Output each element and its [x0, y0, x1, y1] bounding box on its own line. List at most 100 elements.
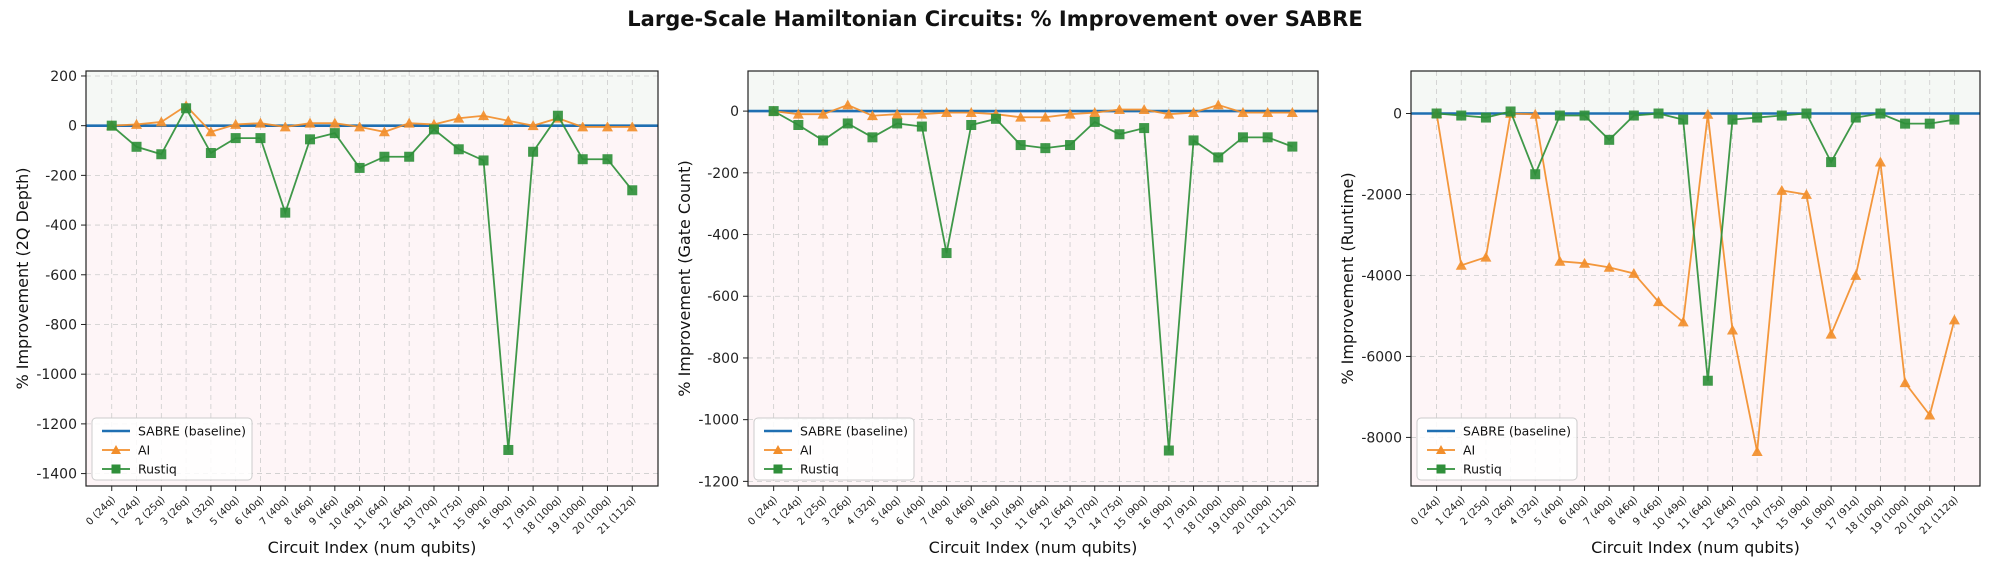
data-point-ai [842, 99, 854, 110]
legend-marker-rustiq [773, 464, 783, 474]
data-point-ai [626, 121, 638, 132]
data-point-ai [1015, 111, 1027, 122]
data-point-rustiq [1924, 118, 1935, 129]
data-point-ai [329, 117, 341, 128]
data-point-rustiq [503, 444, 514, 455]
data-point-rustiq [1801, 108, 1812, 119]
data-point-ai [1924, 409, 1936, 420]
data-point-rustiq [1456, 110, 1467, 121]
data-point-rustiq [552, 110, 563, 121]
data-point-rustiq [106, 120, 117, 131]
data-point-ai [1850, 269, 1862, 280]
data-point-ai [131, 118, 143, 129]
data-point-rustiq [1040, 143, 1051, 154]
series-line-rustiq [1436, 110, 1955, 381]
data-point-rustiq [1163, 445, 1174, 456]
data-point-rustiq [916, 121, 927, 132]
plot-frame [747, 70, 1319, 487]
data-point-ai [916, 108, 928, 119]
data-point-ai [1800, 188, 1812, 199]
data-point-rustiq [892, 118, 903, 129]
y-tick-label: 0 [730, 104, 739, 120]
data-point-ai [1286, 107, 1298, 118]
y-tick-label: -600 [45, 268, 77, 284]
y-tick-label: 0 [1393, 107, 1402, 123]
data-point-rustiq [966, 119, 977, 130]
y-tick-label: -1000 [698, 413, 739, 429]
data-point-ai [378, 126, 390, 137]
data-point-ai [279, 121, 291, 132]
data-point-ai [1064, 108, 1076, 119]
plot-frame [1410, 70, 1981, 487]
data-point-ai [1554, 255, 1566, 266]
data-point-rustiq [428, 124, 439, 135]
shade-above-baseline [748, 71, 1318, 112]
data-point-rustiq [1604, 134, 1615, 145]
series-line-ai [773, 103, 1293, 119]
data-point-ai [1529, 108, 1541, 119]
data-point-ai [1899, 377, 1911, 388]
data-point-rustiq [602, 154, 613, 165]
data-point-rustiq [1114, 129, 1125, 140]
y-tick-label: -4000 [1361, 268, 1402, 284]
series-line-ai [1435, 112, 1956, 452]
data-point-rustiq [1579, 110, 1590, 121]
data-point-rustiq [1431, 108, 1442, 119]
data-point-ai [527, 120, 539, 131]
data-point-rustiq [1752, 112, 1763, 123]
data-point-ai [1628, 267, 1640, 278]
data-point-ai [205, 126, 217, 137]
data-point-rustiq [1653, 108, 1664, 119]
legend-box [91, 417, 253, 481]
y-tick-label: -800 [707, 351, 739, 367]
data-point-rustiq [793, 119, 804, 130]
data-point-ai [1163, 108, 1175, 119]
data-point-rustiq [1949, 114, 1960, 125]
y-tick-label: -2000 [1361, 187, 1402, 203]
data-point-rustiq [627, 185, 638, 196]
data-point-ai [1480, 251, 1492, 262]
data-point-ai [230, 118, 242, 129]
data-point-rustiq [528, 146, 539, 157]
series-line-rustiq [111, 106, 633, 451]
legend-marker-rustiq [111, 464, 121, 474]
legend-label: SABRE (baseline) [1463, 424, 1571, 439]
data-point-ai [866, 110, 878, 121]
legend: SABRE (baseline) AI Rustiq [91, 417, 253, 481]
legend-marker-rustiq [1436, 464, 1446, 474]
y-tick-label: 200 [50, 69, 77, 85]
data-point-rustiq [1554, 110, 1565, 121]
data-point-rustiq [1089, 116, 1100, 127]
y-axis-label: % Improvement (2Q Depth) [13, 167, 32, 389]
data-point-ai [1579, 257, 1591, 268]
data-point-rustiq [1188, 135, 1199, 146]
data-point-rustiq [1900, 118, 1911, 129]
data-point-rustiq [1530, 169, 1541, 180]
y-tick-label: -1200 [36, 417, 77, 433]
data-point-ai [1677, 316, 1689, 327]
data-point-rustiq [1480, 112, 1491, 123]
data-point-rustiq [181, 103, 192, 114]
legend-label: AI [1463, 443, 1475, 458]
data-point-rustiq [1139, 123, 1150, 134]
data-point-ai [155, 116, 167, 127]
data-point-rustiq [1065, 140, 1076, 151]
data-point-rustiq [818, 135, 829, 146]
data-point-ai [1776, 184, 1788, 195]
data-point-rustiq [842, 118, 853, 129]
data-point-ai [965, 107, 977, 118]
legend-label: Rustiq [138, 462, 177, 477]
data-point-ai [1751, 446, 1763, 456]
data-point-rustiq [1727, 114, 1738, 125]
data-point-rustiq [131, 141, 142, 152]
data-point-ai [1262, 107, 1274, 118]
x-axis-label: Circuit Index (num qubits) [1591, 538, 1800, 557]
series-line-ai [111, 104, 633, 133]
legend-label: Rustiq [800, 462, 839, 477]
data-point-ai [403, 117, 415, 128]
data-point-rustiq [867, 132, 878, 143]
data-point-ai [1603, 261, 1615, 272]
data-point-ai [478, 110, 490, 121]
